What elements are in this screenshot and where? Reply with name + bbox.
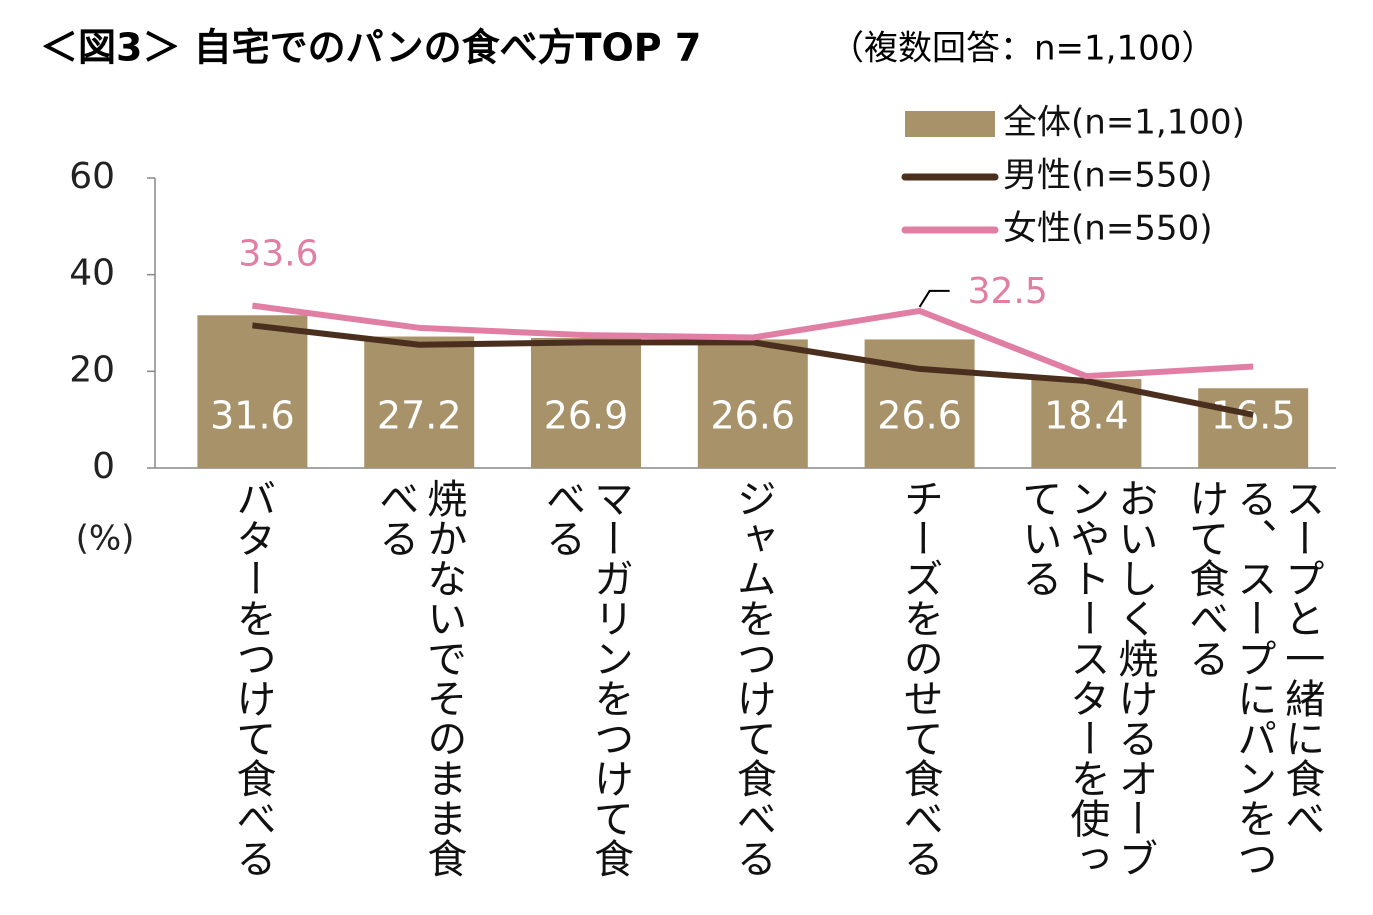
legend-label: 男性(n=550) — [1003, 156, 1212, 196]
x-tick-label: スープと一緒に食べる、スープにパンをつけて食べる — [1182, 478, 1325, 878]
y-tick-label: 60 — [69, 156, 115, 197]
bar — [1198, 388, 1309, 468]
x-tick-label-box: チーズをのせて食べる — [810, 478, 1030, 893]
x-tick-label: バターをつけて食べる — [229, 478, 276, 878]
bar-value-label: 31.6 — [210, 394, 295, 438]
y-axis-label: (%) — [76, 519, 135, 559]
x-tick-label-box: おいしく焼けるオーブンやトースターを使っている — [976, 478, 1196, 893]
line-value-label: 32.5 — [968, 271, 1048, 312]
x-tick-label-box: スープと一緒に食べる、スープにパンをつけて食べる — [1143, 478, 1363, 893]
chart-subtitle: （複数回答：n=1,100） — [830, 29, 1215, 69]
x-tick-label: チーズをのせて食べる — [896, 478, 943, 878]
x-tick-label-box: マーガリンをつけて食べる — [476, 478, 696, 893]
x-tick-label: 焼かないでそのまま食べる — [372, 478, 467, 878]
bar — [697, 339, 808, 468]
legend-label: 女性(n=550) — [1003, 209, 1212, 249]
chart-title: ＜図3＞ 自宅でのパンの食べ方TOP 7 — [40, 26, 701, 70]
bar — [197, 315, 308, 468]
y-tick-label: 20 — [69, 349, 115, 390]
line — [252, 302, 1254, 380]
x-tick-label-box: バターをつけて食べる — [142, 478, 362, 893]
line-value-label: 33.6 — [238, 234, 318, 275]
x-tick-label-box: ジャムをつけて食べる — [643, 478, 863, 893]
bar-value-label: 26.6 — [877, 394, 962, 438]
bar-value-label: 18.4 — [1044, 394, 1129, 438]
legend-label: 全体(n=1,100) — [1003, 103, 1245, 143]
bar-value-label: 27.2 — [377, 394, 462, 438]
leader-line — [918, 289, 950, 308]
bar — [1031, 379, 1142, 468]
line — [252, 322, 1254, 418]
x-tick-label: おいしく焼けるオーブンやトースターを使っている — [1015, 478, 1158, 878]
y-tick-label: 0 — [92, 446, 115, 487]
y-tick-label: 40 — [69, 253, 115, 294]
bar-value-label: 16.5 — [1211, 394, 1296, 438]
bar — [364, 336, 475, 468]
x-tick-label: マーガリンをつけて食べる — [539, 478, 633, 878]
x-tick-label-box: 焼かないでそのまま食べる — [309, 478, 529, 893]
x-tick-label: ジャムをつけて食べる — [729, 478, 776, 878]
bar-value-label: 26.9 — [544, 394, 629, 438]
legend-swatch — [905, 111, 995, 137]
bar — [531, 337, 641, 468]
bar-value-label: 26.6 — [710, 394, 795, 438]
